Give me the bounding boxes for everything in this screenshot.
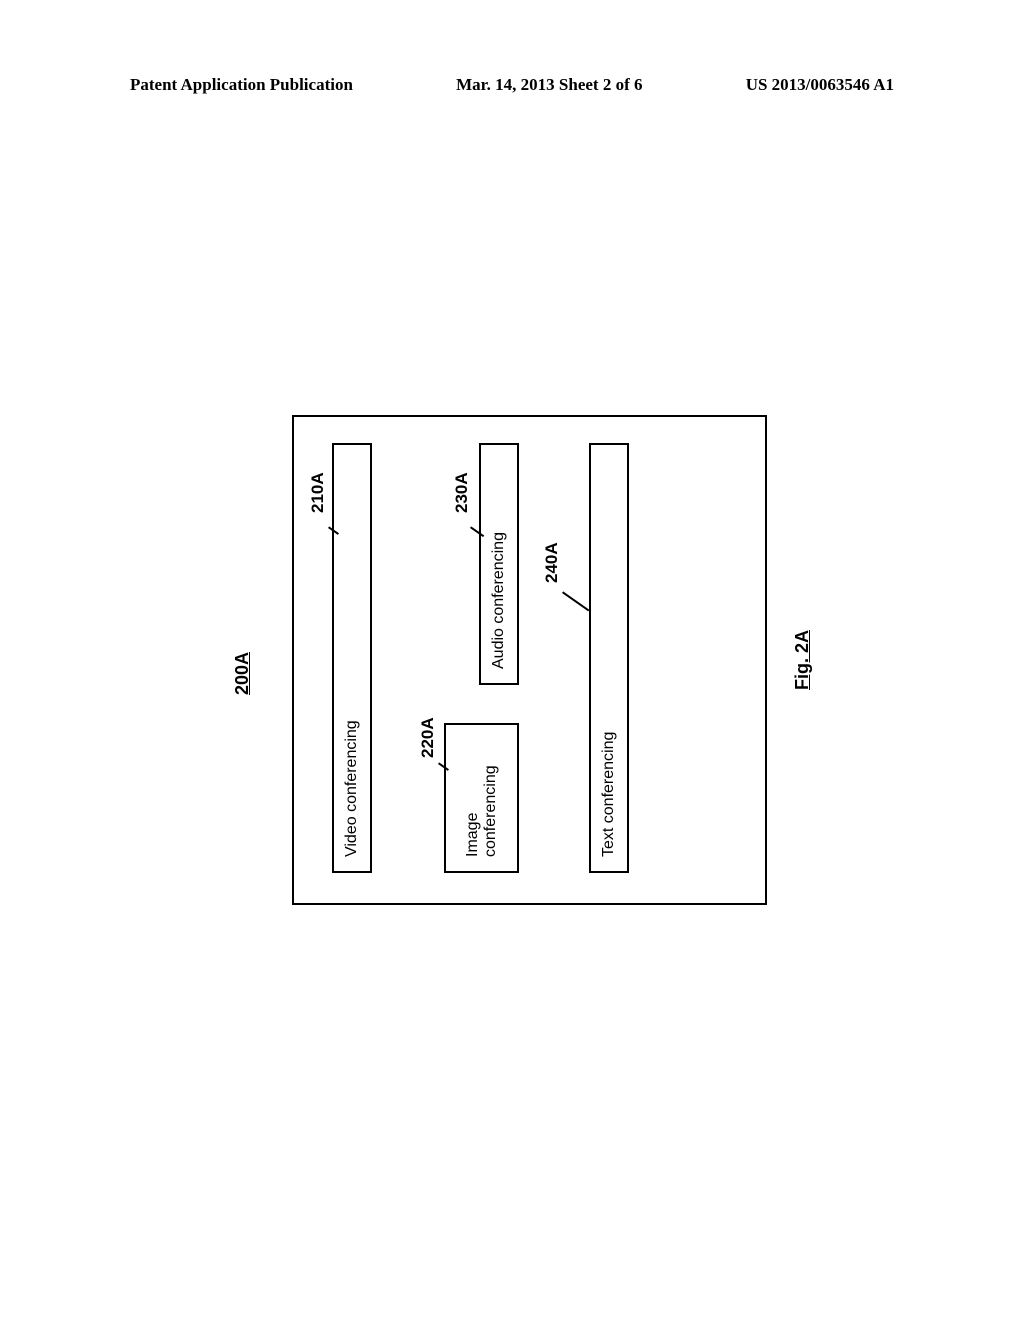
image-conferencing-label: Image conferencing: [464, 725, 500, 857]
ref-240A: 240A: [542, 542, 562, 583]
header-right: US 2013/0063546 A1: [746, 75, 894, 95]
audio-conferencing-box: Audio conferencing: [479, 443, 519, 685]
text-conferencing-box: Text conferencing: [589, 443, 629, 873]
figure-container: 200A Video conferencing 210A Image confe…: [242, 365, 782, 955]
video-conferencing-label: Video conferencing: [343, 720, 361, 857]
audio-conferencing-label: Audio conferencing: [490, 532, 508, 669]
video-conferencing-box: Video conferencing: [332, 443, 372, 873]
page-header: Patent Application Publication Mar. 14, …: [0, 75, 1024, 95]
figure-main-ref: 200A: [232, 652, 253, 695]
header-left: Patent Application Publication: [130, 75, 353, 95]
leader-240A: [562, 591, 589, 611]
header-center: Mar. 14, 2013 Sheet 2 of 6: [456, 75, 642, 95]
ref-220A: 220A: [418, 717, 438, 758]
ref-230A: 230A: [452, 472, 472, 513]
image-conferencing-box: Image conferencing: [444, 723, 519, 873]
figure-caption: Fig. 2A: [792, 630, 813, 690]
outer-frame: Video conferencing 210A Image conferenci…: [292, 415, 767, 905]
text-conferencing-label: Text conferencing: [600, 732, 618, 857]
ref-210A: 210A: [308, 472, 328, 513]
